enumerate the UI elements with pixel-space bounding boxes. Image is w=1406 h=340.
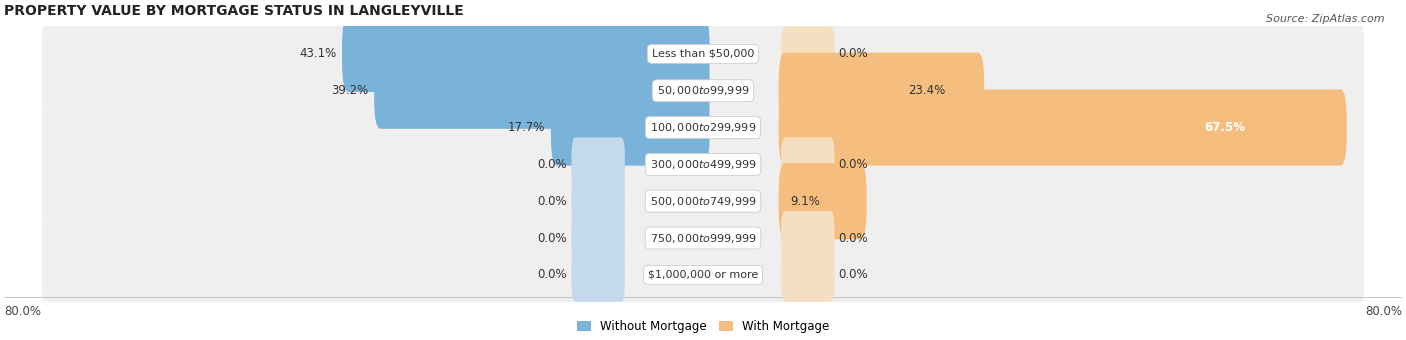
Text: $100,000 to $299,999: $100,000 to $299,999: [650, 121, 756, 134]
Text: 0.0%: 0.0%: [838, 232, 869, 244]
FancyBboxPatch shape: [42, 135, 1364, 193]
FancyBboxPatch shape: [42, 25, 1364, 83]
Text: 0.0%: 0.0%: [537, 195, 568, 208]
Text: 0.0%: 0.0%: [537, 158, 568, 171]
FancyBboxPatch shape: [571, 174, 624, 228]
Text: 67.5%: 67.5%: [1205, 121, 1246, 134]
FancyBboxPatch shape: [42, 246, 1364, 304]
FancyBboxPatch shape: [42, 99, 1364, 157]
Text: $300,000 to $499,999: $300,000 to $499,999: [650, 158, 756, 171]
Text: 80.0%: 80.0%: [1365, 305, 1402, 318]
FancyBboxPatch shape: [342, 16, 710, 92]
Text: Less than $50,000: Less than $50,000: [652, 49, 754, 59]
Text: Source: ZipAtlas.com: Source: ZipAtlas.com: [1267, 14, 1385, 23]
Text: 39.2%: 39.2%: [332, 84, 368, 97]
Text: 23.4%: 23.4%: [908, 84, 945, 97]
FancyBboxPatch shape: [551, 89, 710, 166]
FancyBboxPatch shape: [782, 248, 835, 302]
FancyBboxPatch shape: [782, 211, 835, 265]
FancyBboxPatch shape: [779, 89, 1347, 166]
Legend: Without Mortgage, With Mortgage: Without Mortgage, With Mortgage: [572, 316, 834, 338]
FancyBboxPatch shape: [42, 209, 1364, 267]
Text: $500,000 to $749,999: $500,000 to $749,999: [650, 195, 756, 208]
FancyBboxPatch shape: [571, 211, 624, 265]
Text: 0.0%: 0.0%: [537, 268, 568, 281]
Text: 0.0%: 0.0%: [838, 47, 869, 61]
Text: PROPERTY VALUE BY MORTGAGE STATUS IN LANGLEYVILLE: PROPERTY VALUE BY MORTGAGE STATUS IN LAN…: [4, 4, 464, 18]
FancyBboxPatch shape: [571, 137, 624, 191]
FancyBboxPatch shape: [782, 137, 835, 191]
FancyBboxPatch shape: [42, 172, 1364, 230]
Text: $50,000 to $99,999: $50,000 to $99,999: [657, 84, 749, 97]
FancyBboxPatch shape: [782, 27, 835, 81]
Text: 0.0%: 0.0%: [838, 158, 869, 171]
FancyBboxPatch shape: [42, 62, 1364, 120]
Text: 43.1%: 43.1%: [299, 47, 336, 61]
Text: 80.0%: 80.0%: [4, 305, 41, 318]
FancyBboxPatch shape: [571, 248, 624, 302]
Text: 0.0%: 0.0%: [537, 232, 568, 244]
Text: 0.0%: 0.0%: [838, 268, 869, 281]
FancyBboxPatch shape: [374, 53, 710, 129]
FancyBboxPatch shape: [779, 53, 984, 129]
Text: 17.7%: 17.7%: [508, 121, 546, 134]
Text: $750,000 to $999,999: $750,000 to $999,999: [650, 232, 756, 244]
Text: 9.1%: 9.1%: [790, 195, 820, 208]
Text: $1,000,000 or more: $1,000,000 or more: [648, 270, 758, 280]
FancyBboxPatch shape: [779, 163, 866, 239]
